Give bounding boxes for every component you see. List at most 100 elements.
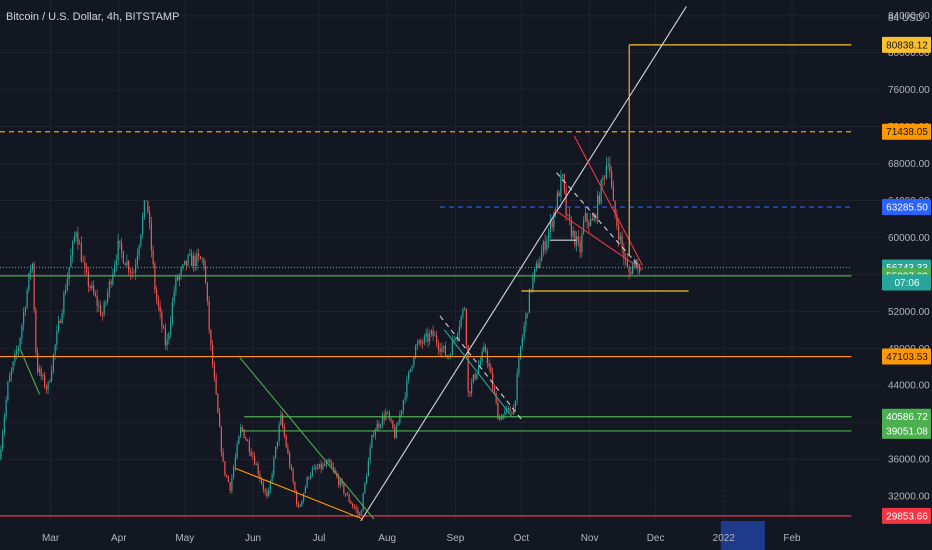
price-label-bg — [882, 348, 931, 365]
candle — [108, 281, 110, 293]
candle — [142, 216, 144, 235]
candle — [341, 480, 343, 484]
candle — [369, 447, 371, 461]
candle — [213, 365, 215, 378]
price-label-bg — [882, 422, 931, 439]
candle — [563, 174, 565, 191]
candle — [630, 272, 632, 275]
candle — [10, 370, 12, 377]
candle — [457, 333, 459, 338]
candle — [607, 164, 609, 166]
y-tick-label: 32000.00 — [888, 492, 930, 503]
candle — [408, 372, 410, 380]
candle — [166, 339, 168, 346]
candle — [212, 345, 214, 366]
candle — [63, 293, 65, 314]
candle — [82, 261, 84, 263]
trend-line — [439, 315, 525, 423]
price-label: 40586.72 — [882, 408, 931, 425]
candle — [497, 402, 499, 420]
candle — [285, 436, 287, 448]
candle — [499, 416, 501, 420]
candle — [444, 345, 446, 356]
candle — [406, 379, 408, 398]
candle — [495, 393, 497, 403]
trend-line — [573, 135, 643, 266]
x-tick-label: Jul — [313, 533, 326, 544]
candle — [621, 236, 623, 248]
candle — [164, 328, 166, 346]
x-tick-label: Mar — [42, 533, 60, 544]
candle — [227, 476, 229, 483]
x-tick-label: Jun — [245, 533, 261, 544]
candle — [360, 510, 362, 515]
price-label-text: 40586.72 — [886, 412, 928, 423]
candle — [16, 351, 18, 354]
candle — [28, 273, 30, 291]
candle — [234, 457, 236, 468]
candle — [362, 492, 364, 511]
x-tick-label: May — [175, 533, 194, 544]
candle — [236, 444, 238, 458]
candle — [464, 309, 466, 311]
candle — [187, 254, 189, 266]
x-axis[interactable]: Mar Apr May Jun Jul Aug Sep Oct Nov Dec 2022 Feb — [42, 533, 801, 544]
countdown-label-text: 07:06 — [894, 278, 919, 289]
candles-layer — [0, 156, 641, 518]
candle — [588, 222, 590, 226]
candle — [460, 316, 462, 327]
candle — [625, 258, 627, 260]
candle — [451, 340, 453, 356]
candle — [311, 469, 313, 476]
candle — [196, 253, 198, 267]
candle — [591, 219, 593, 221]
candle — [177, 276, 179, 281]
candle — [59, 320, 61, 323]
candle — [339, 480, 341, 486]
candle — [145, 200, 147, 202]
candle — [226, 474, 228, 477]
candle — [399, 414, 401, 423]
candle — [255, 464, 257, 466]
y-tick-label: 84000.00 — [888, 11, 930, 22]
candle — [287, 447, 289, 454]
candle — [576, 236, 578, 246]
candle — [611, 172, 613, 187]
candle — [80, 243, 82, 262]
price-label-text: 47103.53 — [886, 352, 928, 363]
candle — [420, 340, 422, 343]
candle — [201, 258, 203, 260]
candle — [112, 273, 114, 285]
candle — [415, 345, 417, 358]
candle — [65, 290, 67, 294]
candle — [290, 466, 292, 470]
candle — [434, 335, 436, 337]
candle — [486, 351, 488, 364]
candle — [271, 474, 273, 481]
price-label-text: 63285.50 — [886, 203, 928, 214]
candle — [156, 290, 158, 300]
price-label-bg — [882, 507, 931, 524]
candle — [171, 301, 173, 322]
candle — [268, 489, 270, 497]
candle — [105, 301, 107, 303]
candle — [541, 251, 543, 262]
candle — [217, 393, 219, 413]
candle — [24, 307, 26, 313]
candle — [296, 491, 298, 505]
candle — [600, 179, 602, 204]
candle — [381, 415, 383, 426]
candle — [626, 259, 628, 268]
candle — [352, 503, 354, 507]
candle — [49, 381, 51, 383]
candle — [84, 262, 86, 269]
candle — [199, 256, 201, 260]
candle — [152, 250, 154, 265]
candle — [345, 493, 347, 495]
candle — [604, 177, 606, 179]
candle — [467, 345, 469, 392]
candle — [306, 477, 308, 488]
candle — [278, 424, 280, 442]
